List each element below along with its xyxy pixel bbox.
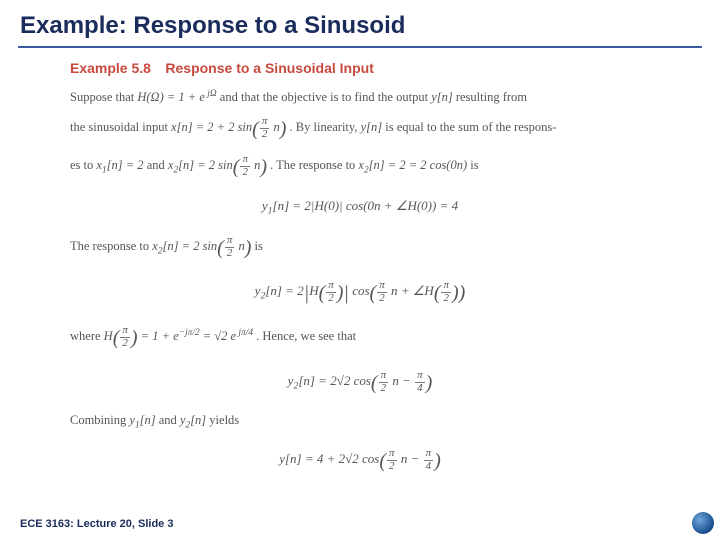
- math: H(Ω) = 1 + e jΩ: [137, 90, 216, 104]
- math: y2[n]: [180, 413, 206, 427]
- t: is: [255, 239, 263, 253]
- t: is equal to the sum of the respons-: [385, 120, 556, 134]
- math: y2[n] = 2√2 cos(π2 n − π4): [288, 373, 433, 388]
- t: es to: [70, 158, 96, 172]
- equation-4: y[n] = 4 + 2√2 cos(π2 n − π4): [0, 435, 720, 487]
- footer-text: ECE 3163: Lecture 20, Slide 3: [20, 518, 173, 530]
- example-header: Example 5.8 Response to a Sinusoidal Inp…: [0, 56, 720, 86]
- t: and that the objective is to find the ou…: [220, 90, 431, 104]
- math: x[n] = 2 + 2 sin(π2 n): [171, 120, 286, 134]
- math: y[n]: [431, 90, 453, 104]
- math: y[n] = 4 + 2√2 cos(π2 n − π4): [279, 451, 441, 466]
- math: x2[n] = 2 = 2 cos(0n): [358, 158, 467, 172]
- math: y[n]: [361, 120, 383, 134]
- math: x2[n] = 2 sin(π2 n): [152, 239, 251, 253]
- equation-2: y2[n] = 2|H(π2)| cos(π2 n + ∠H(π2)): [0, 267, 720, 319]
- math: H(π2) = 1 + e−jπ/2 = √2 e jπ/4: [104, 329, 253, 343]
- title-divider: [18, 46, 702, 48]
- t: is: [470, 158, 478, 172]
- equation-3: y2[n] = 2√2 cos(π2 n − π4): [0, 357, 720, 409]
- t: . Hence, we see that: [256, 329, 356, 343]
- math: y1[n]: [129, 413, 155, 427]
- paragraph-2: the sinusoidal input x[n] = 2 + 2 sin(π2…: [0, 110, 720, 148]
- paragraph-6: Combining y1[n] and y2[n] yields: [0, 409, 720, 435]
- t: . By linearity,: [290, 120, 361, 134]
- globe-icon: [692, 512, 714, 534]
- t: yields: [209, 413, 239, 427]
- math: x1[n] = 2: [96, 158, 143, 172]
- equation-1: y1[n] = 2|H(0)| cos(0n + ∠H(0)) = 4: [0, 186, 720, 229]
- paragraph-3: es to x1[n] = 2 and x2[n] = 2 sin(π2 n) …: [0, 148, 720, 186]
- t: Combining: [70, 413, 129, 427]
- t: where: [70, 329, 104, 343]
- paragraph-1: Suppose that H(Ω) = 1 + e jΩ and that th…: [0, 86, 720, 110]
- paragraph-4: The response to x2[n] = 2 sin(π2 n) is: [0, 229, 720, 267]
- math: y2[n] = 2|H(π2)| cos(π2 n + ∠H(π2)): [255, 283, 466, 298]
- slide-title: Example: Response to a Sinusoid: [0, 0, 720, 46]
- example-title: Response to a Sinusoidal Input: [165, 60, 373, 76]
- t: resulting from: [456, 90, 527, 104]
- math: x2[n] = 2 sin(π2 n): [168, 158, 267, 172]
- math: y1[n] = 2|H(0)| cos(0n + ∠H(0)) = 4: [262, 198, 458, 213]
- t: . The response to: [270, 158, 358, 172]
- t: Suppose that: [70, 90, 137, 104]
- paragraph-5: where H(π2) = 1 + e−jπ/2 = √2 e jπ/4 . H…: [0, 319, 720, 357]
- t: and: [147, 158, 168, 172]
- example-number: Example 5.8: [70, 60, 151, 76]
- t: The response to: [70, 239, 152, 253]
- t: the sinusoidal input: [70, 120, 171, 134]
- t: and: [159, 413, 180, 427]
